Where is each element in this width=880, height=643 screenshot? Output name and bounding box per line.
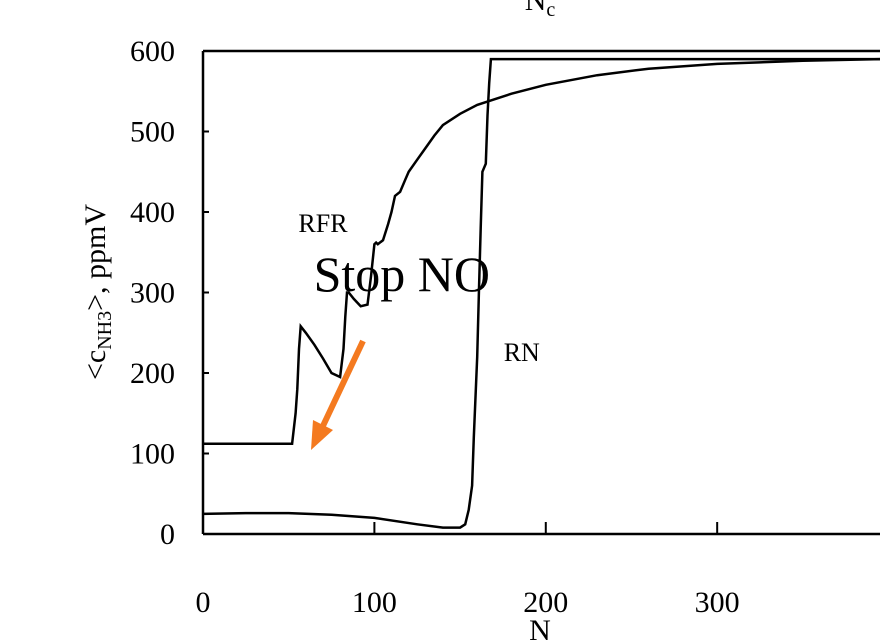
x-tick-label: 300 xyxy=(695,586,740,619)
y-tick-label: 0 xyxy=(160,518,175,551)
y-tick-label: 400 xyxy=(130,196,175,229)
y-tick-label: 100 xyxy=(130,438,175,471)
y-label-pre: <c xyxy=(79,350,112,380)
y-axis-label: <cNH3>, ppmV xyxy=(79,204,116,380)
x2-label-main: N xyxy=(525,0,547,17)
y-label-post: >, ppmV xyxy=(79,204,112,311)
series-line xyxy=(202,57,880,529)
series-line xyxy=(203,57,880,446)
x-axis-label: N xyxy=(529,614,551,643)
y-tick-label: 300 xyxy=(130,277,175,310)
y-tick-label: 200 xyxy=(130,357,175,390)
y-tick-label: 500 xyxy=(130,116,175,149)
annotation: Stop NO xyxy=(314,246,490,302)
annotation: RN xyxy=(504,338,540,367)
x-tick-label: 200 xyxy=(523,586,568,619)
x2-axis-label: Nc xyxy=(525,0,556,21)
arrow-shaft xyxy=(319,339,366,430)
x2-label-sub: c xyxy=(546,0,555,21)
x-tick-label: 0 xyxy=(196,586,211,619)
arrow-head xyxy=(311,420,333,450)
plot-area: 0 100 200 300 400 500 600 0 100 200 300 RFR Stop NO R… xyxy=(130,35,880,619)
y-tick-label: 600 xyxy=(130,35,175,68)
x-tick-label: 100 xyxy=(352,586,397,619)
annotation: RFR xyxy=(298,209,348,238)
y-label-sub: NH3 xyxy=(94,311,116,350)
